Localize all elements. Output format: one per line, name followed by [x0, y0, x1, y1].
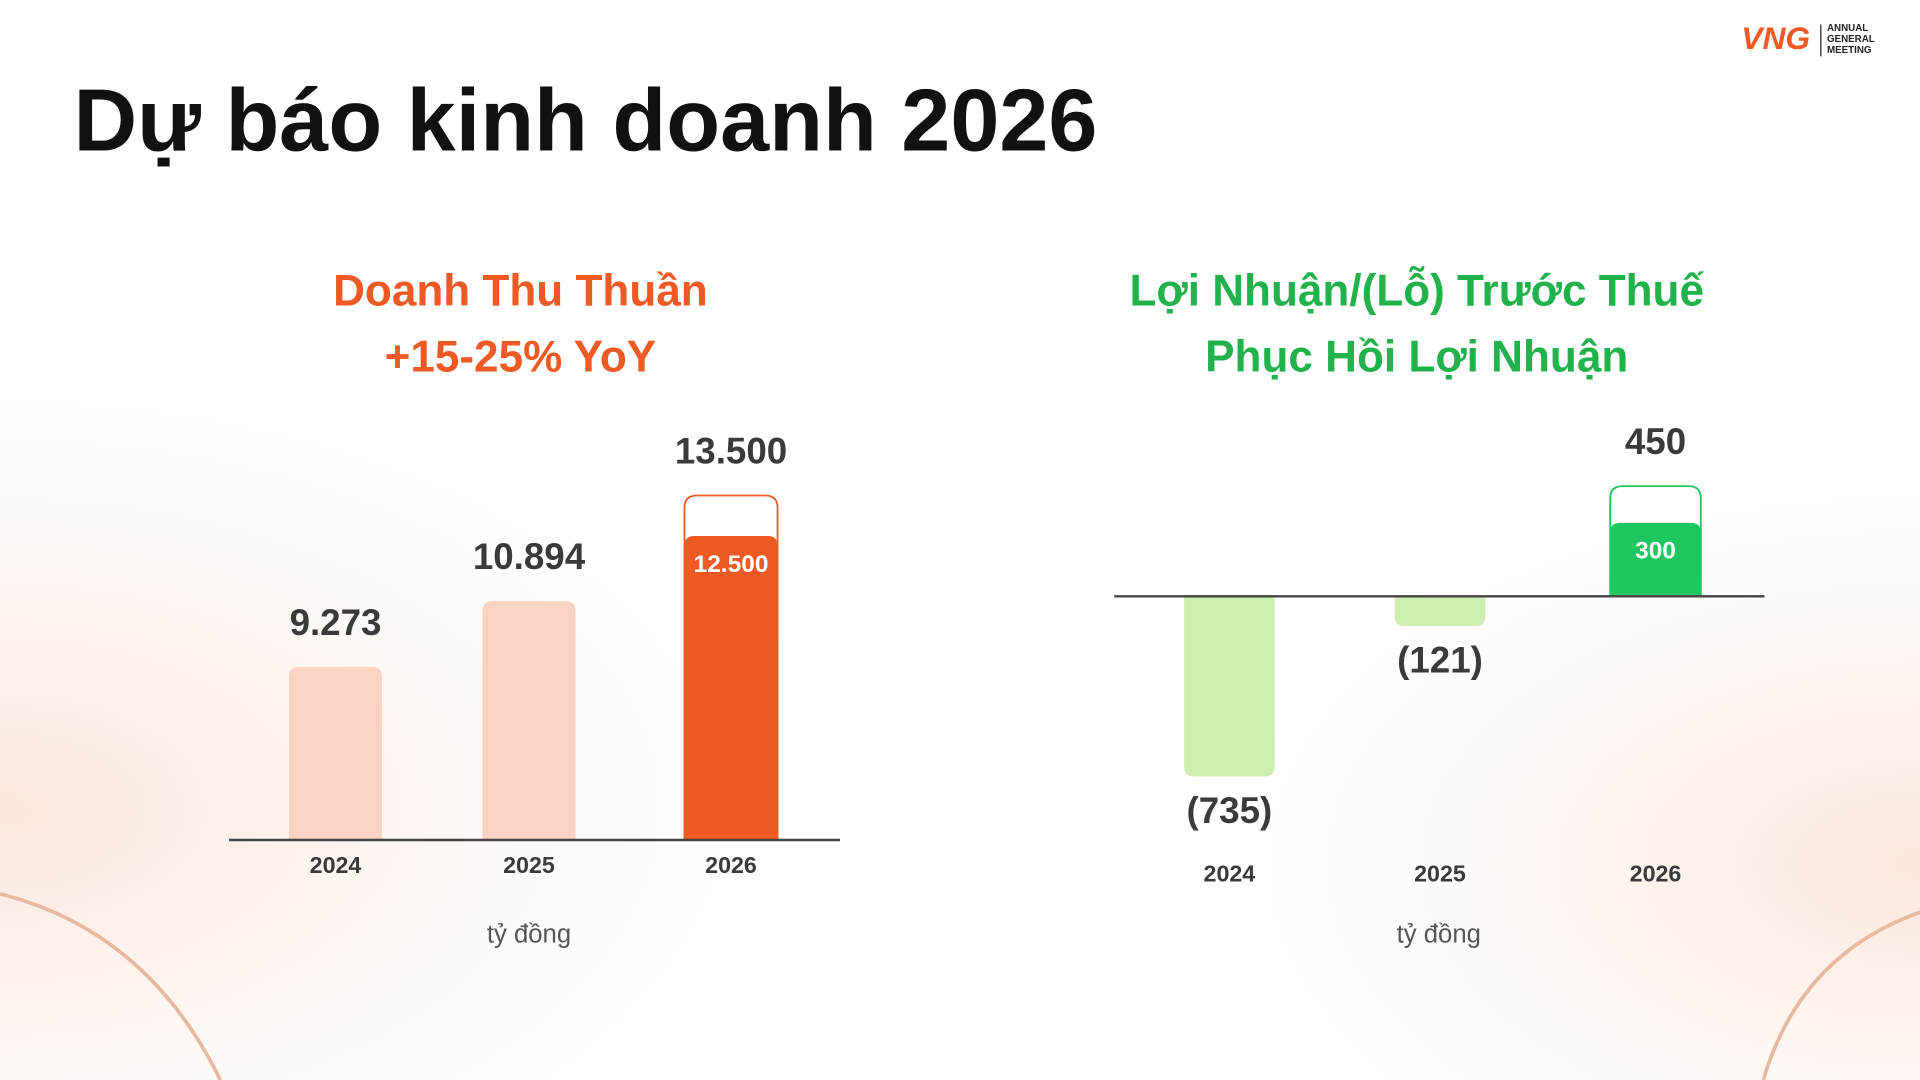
- bar-inner-label: 12.500: [694, 551, 769, 578]
- logo-event: ANNUAL: [1827, 23, 1868, 34]
- decor: [1761, 910, 1920, 1080]
- logo-brand: VNG: [1741, 20, 1810, 56]
- bar-range: [683, 494, 779, 841]
- decor: [0, 892, 223, 1080]
- chart-title: Doanh Thu Thuần: [333, 267, 708, 316]
- unit-label: tỷ đồng: [487, 920, 571, 948]
- bar: [1184, 596, 1275, 777]
- chart-title: Lợi Nhuận/(Lỗ) Trước Thuế: [1129, 266, 1704, 316]
- bar-inner-label: 300: [1635, 538, 1676, 565]
- x-tick-label: 2025: [1414, 861, 1466, 887]
- logo-event: GENERAL: [1827, 34, 1875, 45]
- value-label: (121): [1397, 639, 1483, 680]
- bar: [482, 601, 576, 840]
- x-tick-label: 2024: [1204, 861, 1256, 887]
- x-tick-label: 2026: [705, 852, 757, 878]
- chart-subtitle: +15-25% YoY: [385, 333, 657, 382]
- unit-label: tỷ đồng: [1397, 920, 1481, 948]
- x-tick-label: 2025: [503, 852, 555, 878]
- bar: [684, 536, 778, 840]
- bar: [1394, 596, 1486, 626]
- value-label: 10.894: [473, 536, 586, 577]
- page-title: Dự báo kinh doanh 2026: [73, 71, 1097, 170]
- x-tick-label: 2026: [1630, 861, 1682, 887]
- chart-subtitle: Phục Hồi Lợi Nhuận: [1205, 333, 1628, 382]
- bar: [288, 666, 383, 840]
- bar-range: [1609, 485, 1702, 598]
- value-label: (735): [1187, 790, 1273, 831]
- logo-event: MEETING: [1827, 45, 1872, 56]
- value-label: 9.273: [290, 602, 382, 643]
- value-label: 13.500: [675, 431, 787, 472]
- x-tick-label: 2024: [310, 852, 362, 878]
- value-label: 450: [1625, 421, 1686, 462]
- bar: [1610, 522, 1701, 597]
